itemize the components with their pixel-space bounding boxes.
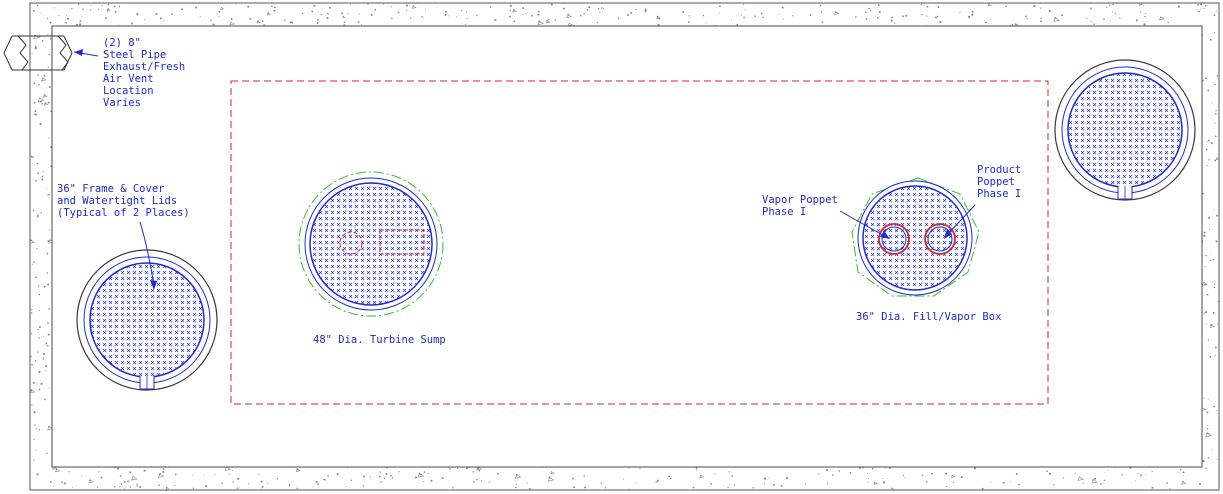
- vent-label-line: Varies: [103, 97, 141, 109]
- vent-label-line: Air Vent: [103, 73, 154, 85]
- frame-label-line: 36" Frame & Cover: [57, 183, 164, 195]
- frame-cover-label: 36" Frame & Cover and Watertight Lids (T…: [57, 183, 190, 219]
- vapor-poppet-line: Vapor Poppet: [762, 194, 838, 206]
- frame-label-line: (Typical of 2 Places): [57, 207, 190, 219]
- vapor-poppet-line: Phase I: [762, 206, 806, 218]
- fill-box-label: 36" Dia. Fill/Vapor Box: [856, 311, 1001, 323]
- product-poppet-line: Phase I: [977, 188, 1021, 200]
- vent-label-line: Location: [103, 85, 154, 97]
- product-poppet-line: Poppet: [977, 176, 1015, 188]
- concrete-slab: [30, 3, 1219, 491]
- product-poppet-label: Product Poppet Phase I: [977, 164, 1028, 200]
- manhole-cover-right: [1055, 60, 1195, 200]
- vent-label-line: (2) 8": [103, 37, 141, 49]
- product-poppet-line: Product: [977, 164, 1021, 176]
- frame-label-line: and Watertight Lids: [57, 195, 177, 207]
- vent-label-line: Steel Pipe: [103, 49, 166, 61]
- turbine-sump-label: 48" Dia. Turbine Sump: [313, 334, 446, 346]
- vent-label-line: Exhaust/Fresh: [103, 61, 185, 73]
- manhole-cover-left: [77, 250, 217, 390]
